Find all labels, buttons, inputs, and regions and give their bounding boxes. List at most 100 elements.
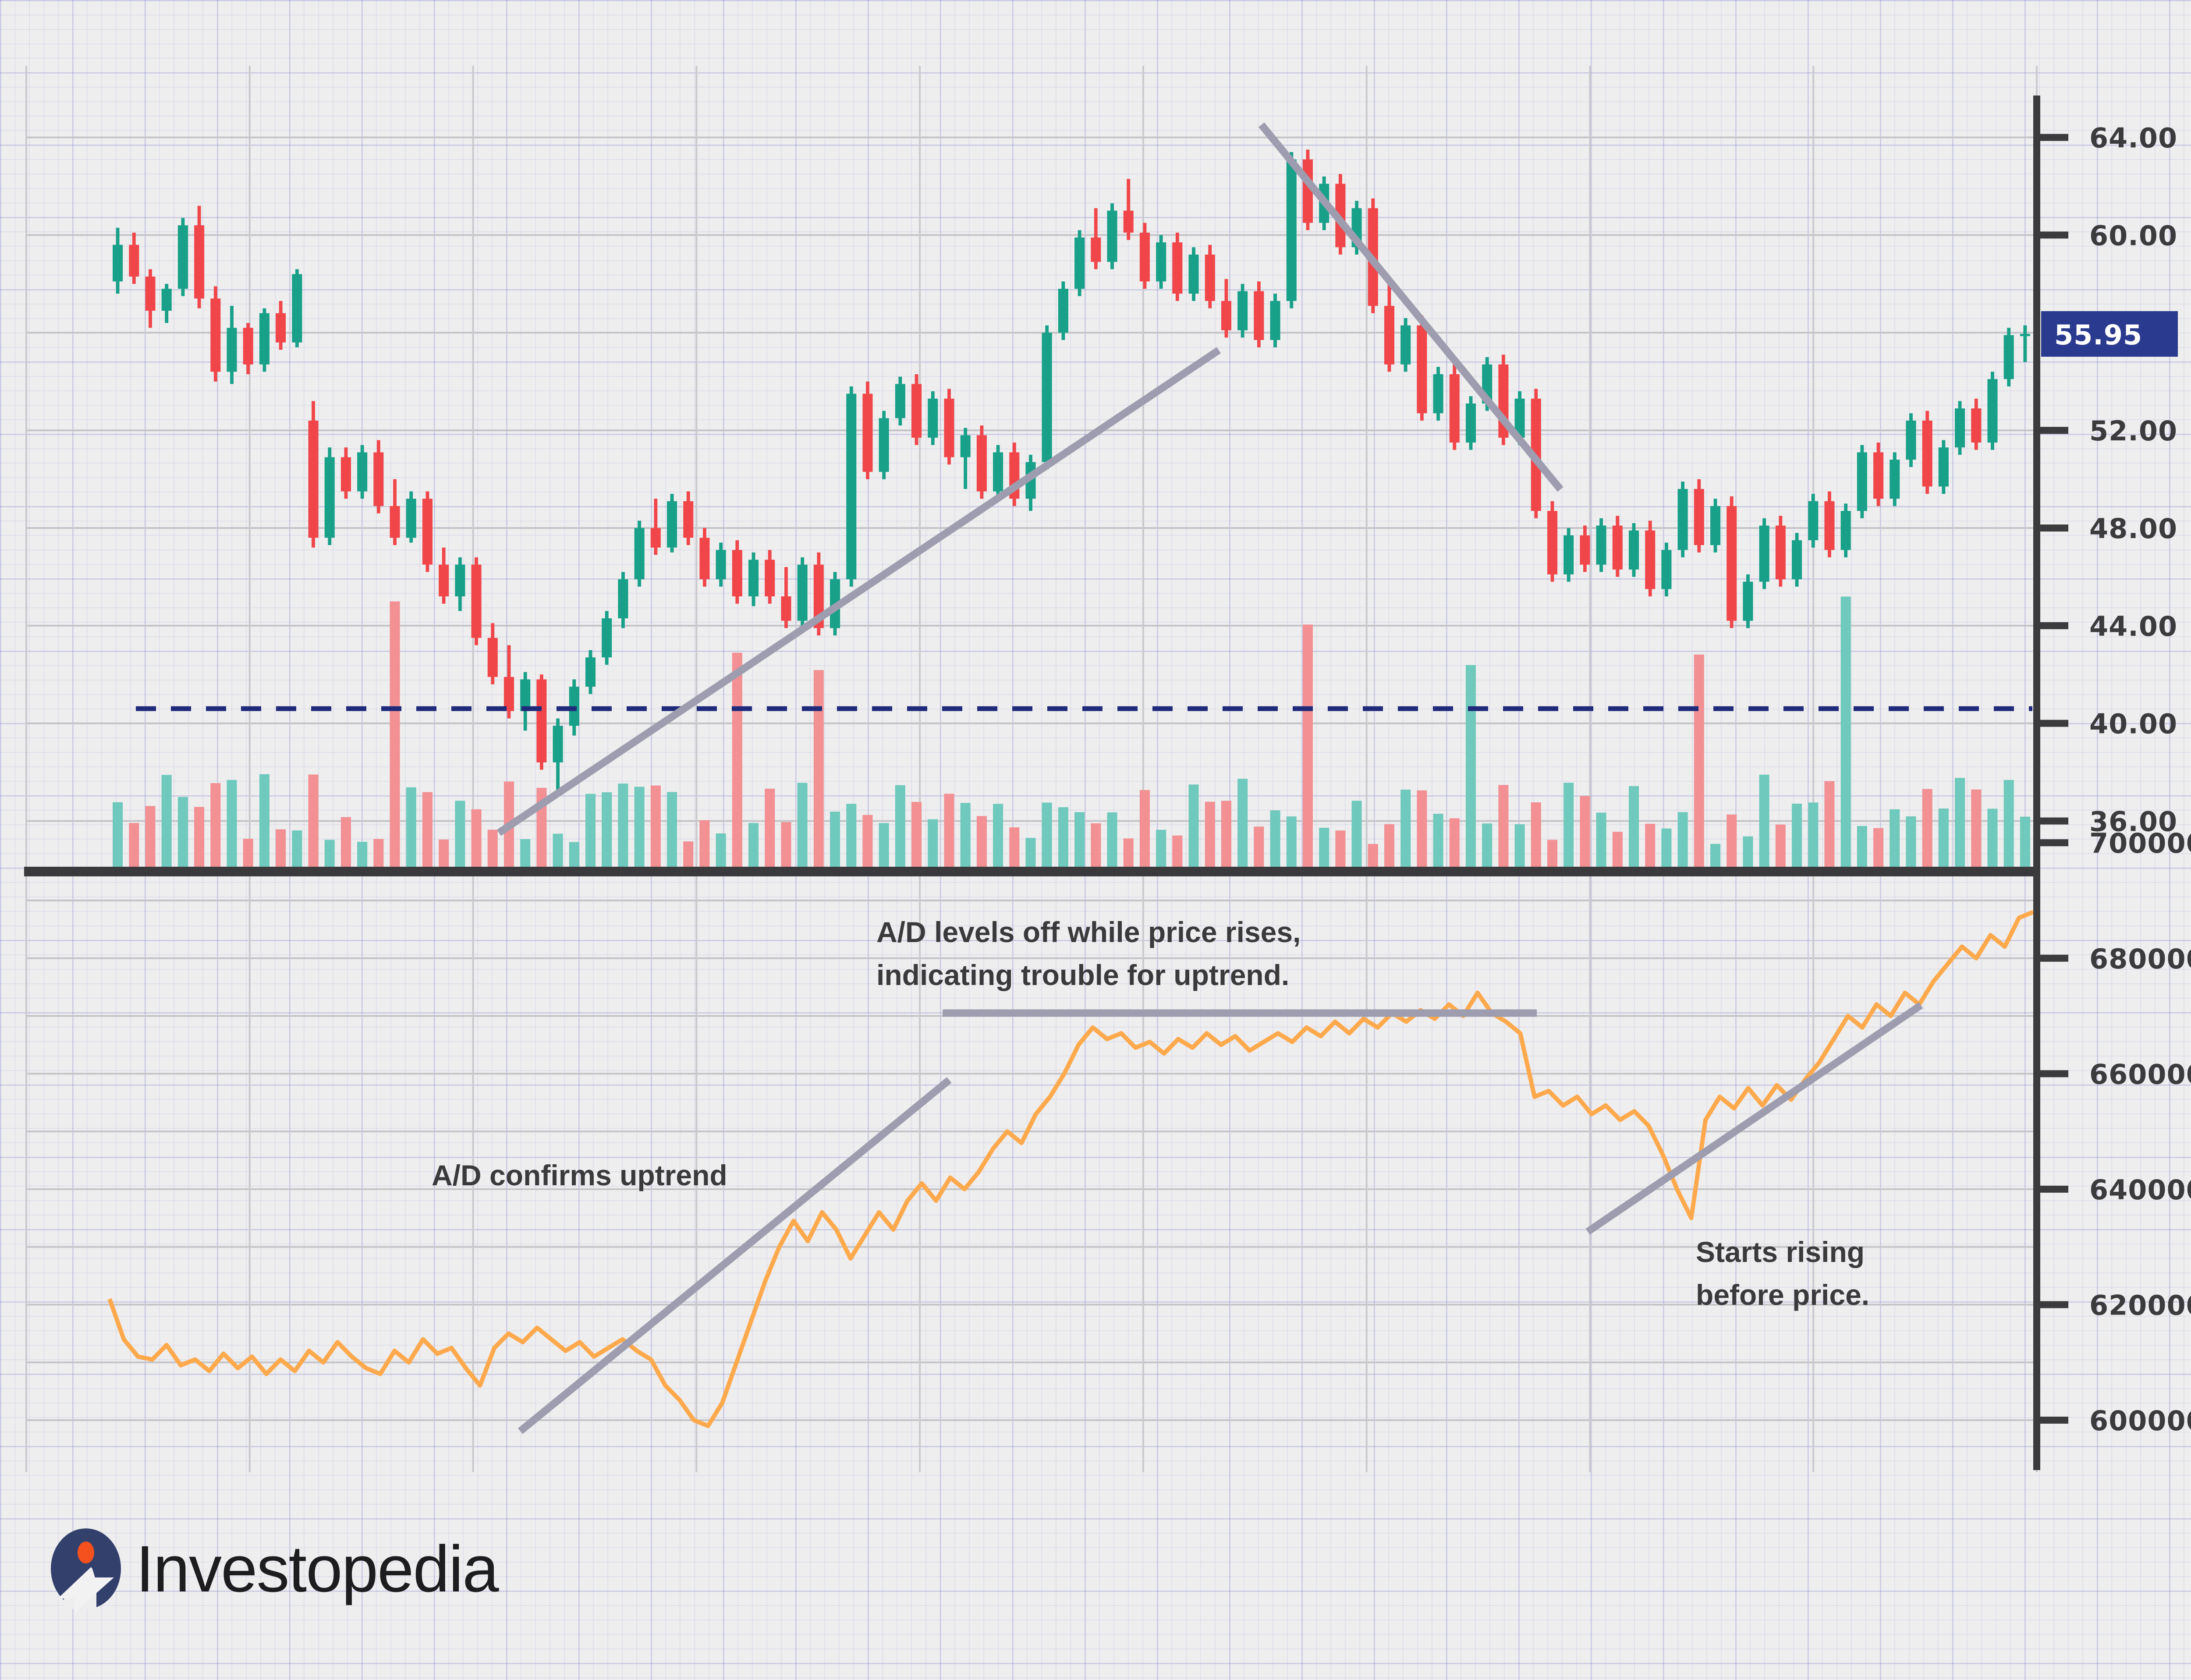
volume-bar [634,787,645,869]
price-tick-2-label: 52.00 [2089,415,2177,447]
candle-body [194,225,205,299]
price-badge-label: 55.95 [2054,319,2142,351]
candle-body [667,501,677,548]
volume-bar [390,601,400,869]
volume-bar [830,812,840,869]
volume-bar [1971,789,1982,869]
volume-bar [1156,829,1166,869]
volume-bar [765,788,775,869]
volume-bar [1840,596,1851,869]
candle-body [602,618,612,658]
volume-bar [1286,816,1297,869]
candle-body [1808,501,1819,540]
volume-bar [1547,840,1558,869]
volume-bar [1890,809,1900,869]
volume-bar [1531,802,1541,869]
volume-bar [194,807,205,869]
volume-bar [1645,824,1656,869]
volume-bar [569,842,579,869]
candle-body [1922,420,1932,487]
candle-body [439,564,449,596]
candle-body [422,499,433,565]
volume-bar [439,839,449,869]
candle-body [618,579,628,619]
volume-bar [928,819,938,869]
volume-bar [161,775,172,869]
candle-body [1074,237,1085,289]
volume-bar [1319,828,1329,869]
candle-body [406,499,416,538]
candle-body [243,328,253,365]
candle-body [911,384,922,438]
volume-bar [895,785,905,869]
candle-body [1890,460,1900,499]
candle-body [732,550,742,596]
candle-body [276,313,286,343]
volume-bar [357,842,368,869]
volume-bar [1906,816,1916,869]
candle-body [1677,489,1688,550]
volume-bar [1107,812,1117,869]
candle-body [1971,408,1982,443]
candle-body [1857,452,1867,511]
candle-body [1417,325,1427,414]
candle-body [1645,530,1656,589]
volume-bar [1172,835,1183,869]
volume-bar [243,839,253,869]
candle-body [683,501,694,538]
candle-body [1188,255,1199,294]
volume-bar [585,794,596,869]
volume-bar [1221,801,1231,869]
volume-bar [520,839,531,869]
candle-body [1873,452,1884,499]
candle-body [455,564,465,596]
candle-body [1694,489,1704,545]
candle-body [210,298,221,372]
volume-bar [553,833,563,869]
volume-bar [177,797,188,869]
volume-bar [259,774,269,869]
candle-body [1840,511,1851,550]
candle-body [1139,232,1150,282]
volume-bar [650,785,661,869]
volume-bar [145,806,156,869]
candle-body [748,560,759,596]
candle-body [1824,501,1835,550]
volume-bar [1368,844,1378,869]
ad-line [107,910,2034,1428]
candle-body [699,538,710,579]
logo-mark-dot [78,1542,94,1563]
volume-bar [1074,812,1085,869]
volume-bar [2020,816,2030,869]
candle-body [161,289,172,311]
candle-body [1775,525,1786,579]
volume-bar [292,830,302,869]
candle-body [177,225,188,289]
candle-body [1254,291,1264,340]
candle-body [1759,525,1769,582]
candle-body [1465,403,1476,443]
volume-bar [813,670,824,869]
ad-tick-4-label: 6200000 [2089,1289,2191,1321]
price-badge[interactable] [2041,311,2178,357]
volume-bar [373,839,384,869]
candle-body [1906,420,1916,460]
volume-bar [1596,812,1606,869]
volume-bar [1955,778,1965,869]
volume-bar [944,794,954,869]
volume-bar [1351,801,1362,869]
candle-body [1987,379,1998,443]
candle-body [536,679,547,762]
candle-body [324,457,335,538]
volume-bar [340,817,351,869]
candle-body [471,564,482,638]
candle-body [1091,237,1101,262]
candle-body [1042,333,1052,462]
logo-wordmark: Investopedia [136,1532,499,1606]
volume-bar [748,823,759,869]
candle-body [2003,335,2014,379]
candle-body [716,550,726,579]
volume-bar [1922,789,1932,869]
